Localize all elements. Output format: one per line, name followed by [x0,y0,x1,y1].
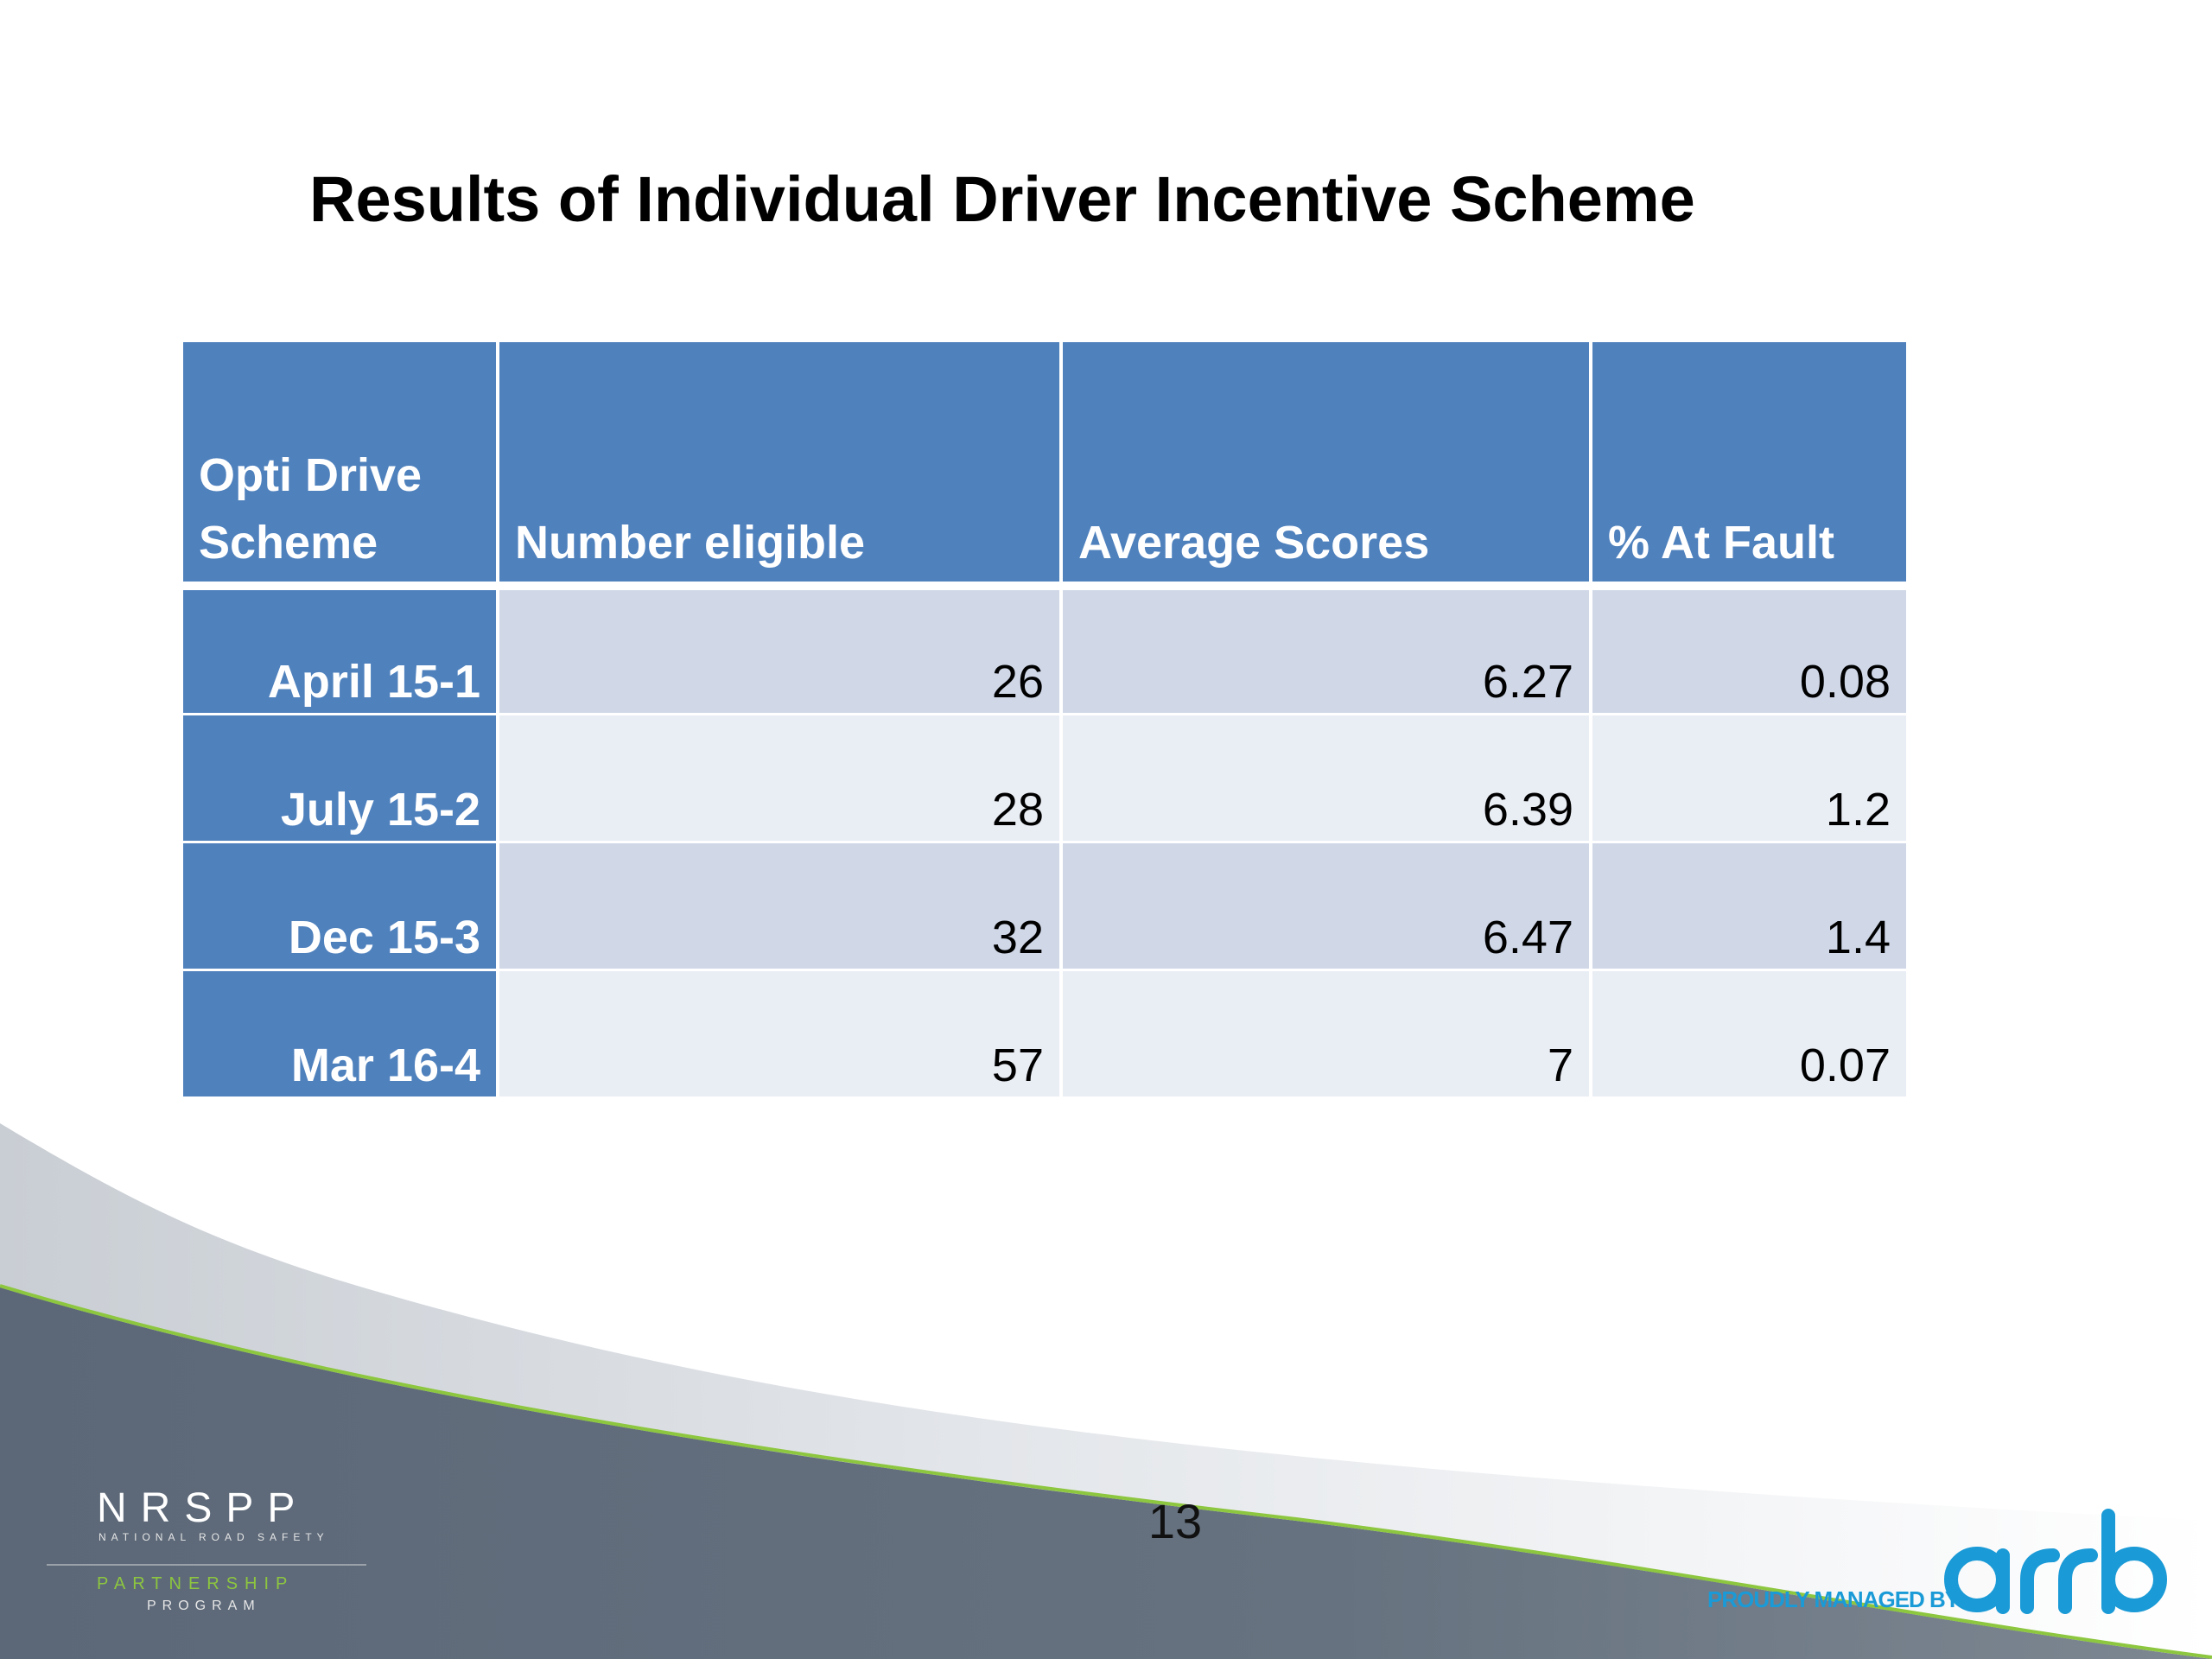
table-row: July 15-2 28 6.39 1.2 [183,714,1906,843]
number-eligible-cell: 26 [498,586,1063,715]
number-eligible-cell: 28 [498,714,1063,843]
nrspp-logo-subtitle: NATIONAL ROAD SAFETY [99,1531,329,1543]
table-row: Dec 15-3 32 6.47 1.4 [183,842,1906,971]
scheme-cell: Dec 15-3 [183,842,499,971]
proudly-managed-by-text: PROUDLY MANAGED BY [1707,1586,1960,1612]
scheme-cell: Mar 16-4 [183,969,499,1099]
nrspp-logo-program: PROGRAM [147,1599,261,1613]
number-eligible-cell: 57 [498,969,1063,1099]
arrb-logo [1944,1509,2167,1614]
column-header-average-scores: Average Scores [1061,342,1592,590]
nrspp-logo-partnership: PARTNERSHIP [97,1574,295,1593]
scheme-cell: July 15-2 [183,714,499,843]
pct-at-fault-cell: 0.08 [1591,586,1906,715]
nrspp-logo-divider [47,1564,366,1566]
average-scores-cell: 7 [1061,969,1592,1099]
page-number: 13 [1147,1494,1203,1548]
pct-at-fault-cell: 1.2 [1591,714,1906,843]
slide-title: Results of Individual Driver Incentive S… [309,163,1695,235]
average-scores-cell: 6.39 [1061,714,1592,843]
pct-at-fault-cell: 1.4 [1591,842,1906,971]
results-table: Opti Drive Scheme Number eligible Averag… [183,342,1906,1099]
nrspp-logo: NRSPP NATIONAL ROAD SAFETY PARTNERSHIP P… [47,1484,375,1623]
scheme-cell: April 15-1 [183,586,499,715]
pct-at-fault-cell: 0.07 [1591,969,1906,1099]
column-header-pct-at-fault: % At Fault [1591,342,1906,590]
table-row: Mar 16-4 57 7 0.07 [183,969,1906,1099]
average-scores-cell: 6.27 [1061,586,1592,715]
number-eligible-cell: 32 [498,842,1063,971]
table-header-row: Opti Drive Scheme Number eligible Averag… [183,342,1906,590]
average-scores-cell: 6.47 [1061,842,1592,971]
table-row: April 15-1 26 6.27 0.08 [183,586,1906,715]
column-header-number-eligible: Number eligible [498,342,1063,590]
nrspp-logo-main: NRSPP [97,1485,309,1531]
column-header-scheme: Opti Drive Scheme [183,342,499,590]
